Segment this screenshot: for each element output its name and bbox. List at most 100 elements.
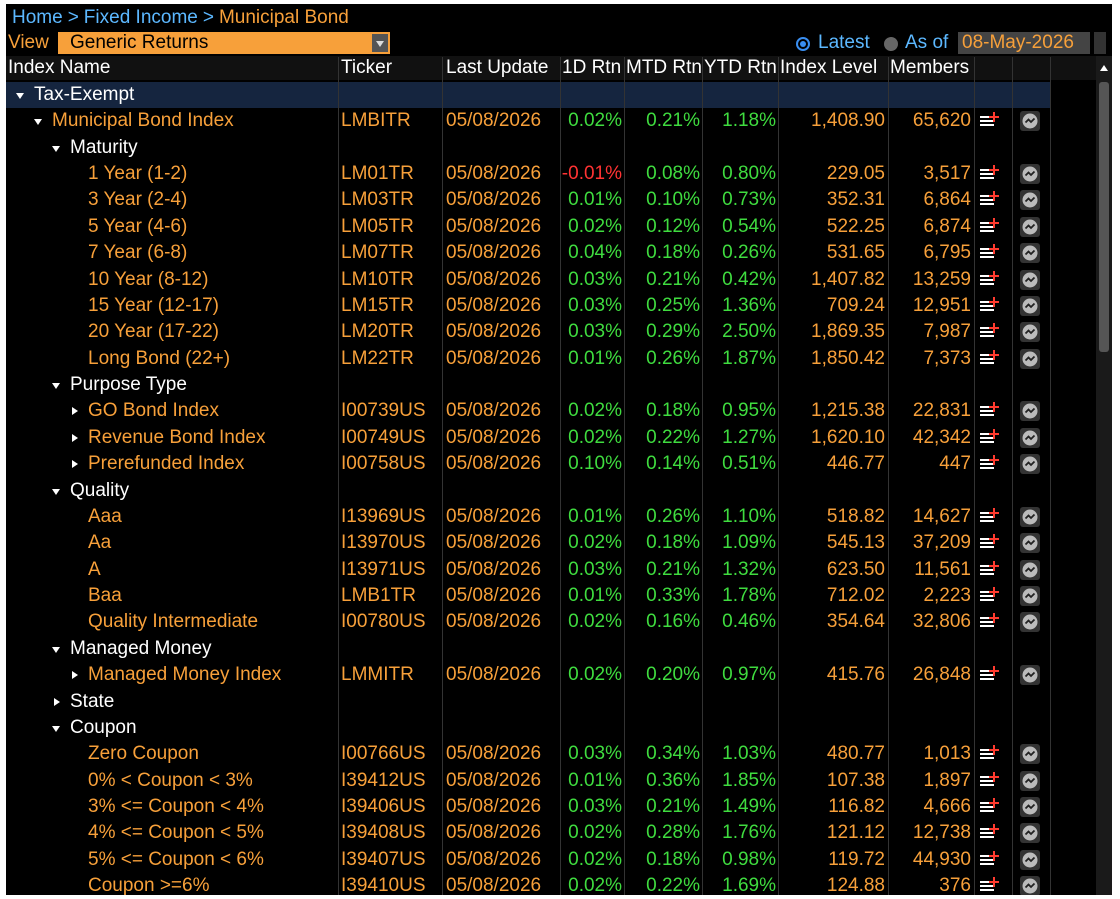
index-name[interactable]: A xyxy=(88,558,101,580)
collapse-toggle[interactable] xyxy=(52,145,60,152)
index-name[interactable]: Revenue Bond Index xyxy=(88,426,266,448)
chart-icon[interactable] xyxy=(1019,559,1041,587)
chart-icon[interactable] xyxy=(1019,849,1041,877)
index-name[interactable]: Long Bond (22+) xyxy=(88,347,231,369)
as-of-date[interactable]: 08-May-2026 xyxy=(958,32,1090,54)
column-header[interactable]: Index Level xyxy=(780,57,878,78)
collapse-toggle[interactable] xyxy=(52,383,60,390)
chart-icon[interactable] xyxy=(1019,875,1041,895)
expand-toggle[interactable] xyxy=(72,460,78,469)
add-to-list-icon[interactable] xyxy=(978,453,1002,479)
chart-icon[interactable] xyxy=(1019,585,1041,613)
index-name[interactable]: 3% <= Coupon < 4% xyxy=(88,795,264,817)
chart-icon[interactable] xyxy=(1019,295,1041,323)
add-to-list-icon[interactable] xyxy=(978,532,1002,558)
index-name[interactable]: Managed Money Index xyxy=(88,664,282,686)
index-name[interactable]: 20 Year (17-22) xyxy=(88,321,219,343)
index-name[interactable]: Prerefunded Index xyxy=(88,453,245,475)
radio-latest[interactable] xyxy=(796,37,810,51)
collapse-toggle[interactable] xyxy=(52,646,60,653)
expand-toggle[interactable] xyxy=(72,407,78,416)
add-to-list-icon[interactable] xyxy=(978,189,1002,215)
index-name[interactable]: GO Bond Index xyxy=(88,400,219,422)
add-to-list-icon[interactable] xyxy=(978,743,1002,769)
index-name[interactable]: Tax-Exempt xyxy=(34,84,135,105)
index-name[interactable]: Aa xyxy=(88,532,112,554)
collapse-toggle[interactable] xyxy=(34,119,42,126)
add-to-list-icon[interactable] xyxy=(978,664,1002,690)
index-name[interactable]: Purpose Type xyxy=(70,374,187,396)
add-to-list-icon[interactable] xyxy=(978,110,1002,136)
add-to-list-icon[interactable] xyxy=(978,611,1002,637)
add-to-list-icon[interactable] xyxy=(978,506,1002,532)
index-name[interactable]: 5% <= Coupon < 6% xyxy=(88,848,264,870)
add-to-list-icon[interactable] xyxy=(978,242,1002,268)
expand-toggle[interactable] xyxy=(54,697,60,706)
expand-toggle[interactable] xyxy=(72,671,78,680)
add-to-list-icon[interactable] xyxy=(978,875,1002,895)
column-header[interactable]: 1D Rtn xyxy=(562,57,622,78)
chart-icon[interactable] xyxy=(1019,532,1041,560)
radio-as-of[interactable] xyxy=(884,37,898,51)
add-to-list-icon[interactable] xyxy=(978,216,1002,242)
index-name[interactable]: Aaa xyxy=(88,505,122,527)
index-name[interactable]: 5 Year (4-6) xyxy=(88,215,188,237)
breadcrumb-item[interactable]: Municipal Bond xyxy=(218,7,349,28)
chart-icon[interactable] xyxy=(1019,348,1041,376)
add-to-list-icon[interactable] xyxy=(978,770,1002,796)
index-name[interactable]: Maturity xyxy=(70,136,138,158)
index-name[interactable]: Baa xyxy=(88,585,122,607)
column-header[interactable]: MTD Rtn xyxy=(626,57,702,78)
add-to-list-icon[interactable] xyxy=(978,348,1002,374)
column-header[interactable]: Members xyxy=(890,57,970,78)
index-name[interactable]: 4% <= Coupon < 5% xyxy=(88,822,264,844)
index-name[interactable]: 7 Year (6-8) xyxy=(88,242,188,264)
add-to-list-icon[interactable] xyxy=(978,269,1002,295)
chart-icon[interactable] xyxy=(1019,822,1041,850)
breadcrumb-item[interactable]: Fixed Income xyxy=(83,7,198,28)
chart-icon[interactable] xyxy=(1019,189,1041,217)
add-to-list-icon[interactable] xyxy=(978,163,1002,189)
add-to-list-icon[interactable] xyxy=(978,427,1002,453)
chart-icon[interactable] xyxy=(1019,506,1041,534)
add-to-list-icon[interactable] xyxy=(978,822,1002,848)
scrollbar[interactable] xyxy=(1096,56,1112,895)
chart-icon[interactable] xyxy=(1019,400,1041,428)
add-to-list-icon[interactable] xyxy=(978,796,1002,822)
chart-icon[interactable] xyxy=(1019,321,1041,349)
index-name[interactable]: Managed Money xyxy=(70,637,212,659)
chart-icon[interactable] xyxy=(1019,242,1041,270)
collapse-toggle[interactable] xyxy=(16,93,24,99)
chart-icon[interactable] xyxy=(1019,110,1041,138)
chart-icon[interactable] xyxy=(1019,216,1041,244)
add-to-list-icon[interactable] xyxy=(978,321,1002,347)
index-name[interactable]: 3 Year (2-4) xyxy=(88,189,188,211)
column-header[interactable]: Ticker xyxy=(341,57,393,78)
chart-icon[interactable] xyxy=(1019,163,1041,191)
chart-icon[interactable] xyxy=(1019,796,1041,824)
add-to-list-icon[interactable] xyxy=(978,400,1002,426)
index-name[interactable]: 15 Year (12-17) xyxy=(88,294,219,316)
index-name[interactable]: 0% < Coupon < 3% xyxy=(88,769,253,791)
chart-icon[interactable] xyxy=(1019,743,1041,771)
add-to-list-icon[interactable] xyxy=(978,295,1002,321)
add-to-list-icon[interactable] xyxy=(978,585,1002,611)
calendar-button[interactable] xyxy=(1094,32,1106,54)
expand-toggle[interactable] xyxy=(72,433,78,442)
collapse-toggle[interactable] xyxy=(52,488,60,495)
index-name[interactable]: Municipal Bond Index xyxy=(52,110,234,132)
chart-icon[interactable] xyxy=(1019,453,1041,481)
view-dropdown[interactable]: Generic Returns xyxy=(58,32,390,54)
index-name[interactable]: 1 Year (1-2) xyxy=(88,163,188,185)
chart-icon[interactable] xyxy=(1019,664,1041,692)
index-name[interactable]: Quality xyxy=(70,479,130,501)
index-name[interactable]: Coupon xyxy=(70,716,137,738)
column-header[interactable]: Last Update xyxy=(446,57,549,78)
breadcrumb-item[interactable]: Home xyxy=(12,7,63,28)
chart-icon[interactable] xyxy=(1019,427,1041,455)
chart-icon[interactable] xyxy=(1019,269,1041,297)
chart-icon[interactable] xyxy=(1019,770,1041,798)
index-name[interactable]: Zero Coupon xyxy=(88,743,199,765)
index-name[interactable]: Coupon >=6% xyxy=(88,875,210,895)
column-header[interactable]: YTD Rtn xyxy=(704,57,777,78)
